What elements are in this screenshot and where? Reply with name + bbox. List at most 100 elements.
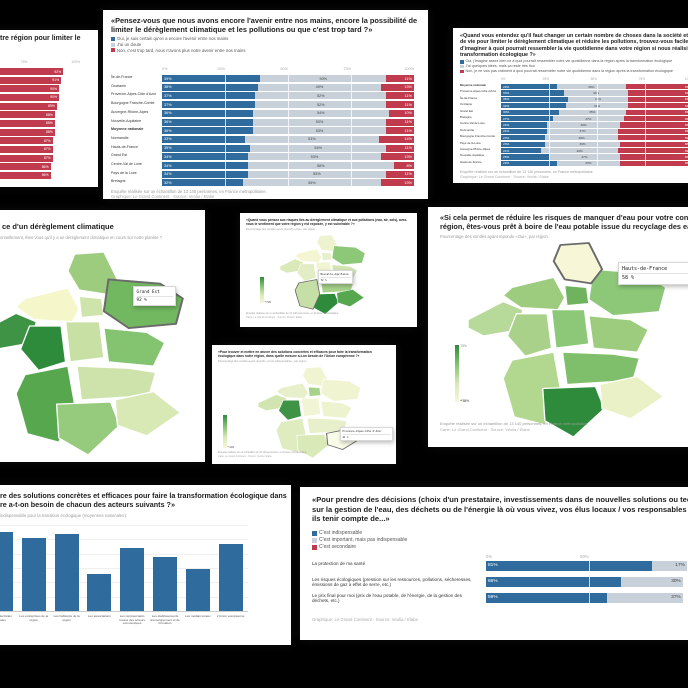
bar[interactable] <box>0 532 13 611</box>
bar-segment[interactable]: 24% <box>501 128 548 135</box>
bar-segment[interactable]: 38% <box>620 160 688 167</box>
bar-segment[interactable]: 11% <box>386 144 414 152</box>
bar-segment[interactable]: 29% <box>501 84 557 90</box>
bar-segment[interactable]: 39% <box>545 141 621 147</box>
bar-segment[interactable]: 54% <box>252 109 389 117</box>
region-ara[interactable] <box>306 417 348 434</box>
bar-segment[interactable]: 11% <box>386 92 414 100</box>
bar-segment[interactable]: 34% <box>627 96 688 103</box>
bar-segment[interactable]: 37% <box>606 593 683 603</box>
bar-segment[interactable]: 37% <box>162 92 256 100</box>
bar-segment[interactable]: 40% <box>541 148 619 154</box>
bar-segment[interactable]: 52% <box>255 101 387 109</box>
bar-segment[interactable]: 59% <box>486 593 607 603</box>
region-ge[interactable] <box>331 245 366 265</box>
bar-segment[interactable]: 13% <box>381 179 414 187</box>
bar-segment[interactable]: 33% <box>162 135 246 143</box>
region-ara[interactable] <box>76 365 157 401</box>
bar-segment[interactable]: 55% <box>242 179 382 187</box>
bar-segment[interactable]: 53% <box>252 127 387 135</box>
bar-segment[interactable]: 13% <box>381 153 414 161</box>
bar-segment[interactable]: 38% <box>620 154 688 160</box>
bar-segment[interactable]: 36% <box>556 84 626 90</box>
bar-segment[interactable]: 34% <box>501 103 567 109</box>
bar[interactable]: 89% <box>0 102 57 110</box>
bar-segment[interactable]: 35% <box>162 144 251 152</box>
region-idf[interactable] <box>78 295 105 319</box>
bar-segment[interactable]: 24% <box>501 122 548 128</box>
bar[interactable] <box>54 533 79 611</box>
bar-segment[interactable]: 33% <box>556 160 621 167</box>
bar-segment[interactable]: 35% <box>625 109 688 115</box>
region-idf[interactable] <box>307 386 322 397</box>
bar-segment[interactable]: 29% <box>501 160 557 167</box>
bar[interactable]: 87% <box>0 154 53 162</box>
bar-segment[interactable]: 55% <box>247 170 387 178</box>
bar-segment[interactable]: 36% <box>162 127 253 135</box>
region-pac[interactable] <box>336 289 365 308</box>
bar-segment[interactable]: 8% <box>393 162 414 170</box>
bar-segment[interactable]: 34% <box>162 162 248 170</box>
bar[interactable]: 90% <box>0 85 59 93</box>
bar[interactable]: 90% <box>0 93 59 101</box>
bar-segment[interactable]: 38% <box>620 141 688 147</box>
bar[interactable] <box>218 543 243 611</box>
bar-segment[interactable]: 39% <box>618 128 688 135</box>
bar[interactable] <box>153 556 177 611</box>
region-bfc[interactable] <box>588 315 649 353</box>
bar-segment[interactable]: 37% <box>162 101 256 109</box>
bar-segment[interactable]: 36% <box>162 118 253 126</box>
bar-segment[interactable]: 34% <box>627 103 688 109</box>
bar-segment[interactable]: 39% <box>618 135 688 141</box>
region-idf[interactable] <box>564 284 590 307</box>
bar-segment[interactable]: 53% <box>247 153 382 161</box>
bar-segment[interactable]: 53% <box>252 118 387 126</box>
region-cvl[interactable] <box>301 398 322 417</box>
bar-segment[interactable]: 33% <box>501 90 565 96</box>
bar-segment[interactable]: 32% <box>566 103 628 109</box>
region-pdl[interactable] <box>278 399 302 421</box>
region-pdl[interactable] <box>506 313 553 357</box>
bar[interactable]: 87% <box>0 145 53 153</box>
bar-segment[interactable]: 37% <box>549 154 621 160</box>
bar-segment[interactable]: 37% <box>552 116 624 122</box>
bar-segment[interactable]: 35% <box>625 84 688 90</box>
bar-segment[interactable]: 54% <box>250 144 387 152</box>
bar-segment[interactable]: 23% <box>501 135 546 141</box>
bar-segment[interactable]: 34% <box>162 170 248 178</box>
region-pdl[interactable] <box>296 263 317 282</box>
bar-segment[interactable]: 11% <box>386 101 414 109</box>
bar-segment[interactable]: 38% <box>620 122 688 128</box>
bar-segment[interactable]: 11% <box>386 118 414 126</box>
bar-segment[interactable]: 33% <box>564 90 628 96</box>
region-bfc[interactable] <box>320 400 353 419</box>
region-ara[interactable] <box>561 351 641 386</box>
bar-segment[interactable]: 66% <box>486 577 622 587</box>
bar-segment[interactable]: 38% <box>547 122 621 128</box>
bar-segment[interactable]: 39% <box>162 75 261 83</box>
bar-segment[interactable]: 11% <box>386 75 414 83</box>
bar[interactable] <box>21 537 46 611</box>
bar-segment[interactable]: 17% <box>652 561 687 571</box>
region-pdl[interactable] <box>19 325 67 371</box>
bar-segment[interactable]: 53% <box>245 135 379 143</box>
bar-segment[interactable]: 34% <box>162 153 248 161</box>
bar-segment[interactable]: 14% <box>378 135 414 143</box>
color-scale-value-label[interactable]: 58% <box>462 398 469 403</box>
bar[interactable]: 92% <box>0 68 64 75</box>
bar-segment[interactable]: 30% <box>621 577 683 587</box>
bar-segment[interactable]: 30% <box>501 109 559 115</box>
bar-segment[interactable]: 34% <box>627 90 688 96</box>
bar-segment[interactable]: 81% <box>486 561 653 571</box>
region-idf[interactable] <box>321 252 333 261</box>
region-naq[interactable] <box>294 279 321 310</box>
bar[interactable]: 86% <box>0 171 51 179</box>
bar[interactable]: 88% <box>0 119 55 127</box>
bar-segment[interactable]: 11% <box>386 170 414 178</box>
bar-segment[interactable]: 10% <box>388 109 414 117</box>
bar[interactable] <box>87 573 112 611</box>
color-scale-value-label[interactable]: 72% <box>266 300 272 304</box>
bar-segment[interactable]: 38% <box>162 83 258 91</box>
region-bfc[interactable] <box>103 327 166 367</box>
bar-segment[interactable]: 23% <box>501 141 546 147</box>
